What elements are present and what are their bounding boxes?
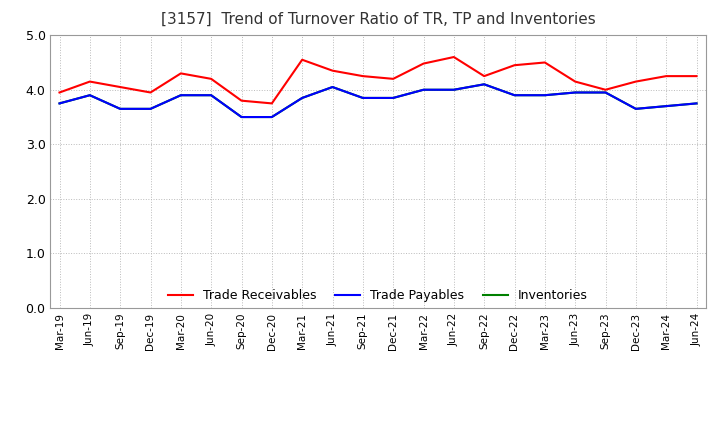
Line: Trade Receivables: Trade Receivables — [60, 57, 696, 103]
Trade Payables — [237, 114, 246, 120]
Trade Receivables — [116, 84, 125, 90]
Inventories — [237, 114, 246, 120]
Inventories — [116, 106, 125, 111]
Trade Receivables — [510, 62, 519, 68]
Inventories — [359, 95, 367, 101]
Trade Payables — [480, 82, 488, 87]
Trade Receivables — [662, 73, 670, 79]
Trade Payables — [86, 92, 94, 98]
Trade Receivables — [449, 55, 458, 60]
Inventories — [268, 114, 276, 120]
Inventories — [419, 87, 428, 92]
Inventories — [571, 90, 580, 95]
Inventories — [631, 106, 640, 111]
Inventories — [207, 92, 215, 98]
Inventories — [55, 101, 64, 106]
Trade Receivables — [268, 101, 276, 106]
Trade Receivables — [55, 90, 64, 95]
Trade Receivables — [419, 61, 428, 66]
Trade Payables — [419, 87, 428, 92]
Line: Trade Payables: Trade Payables — [60, 84, 696, 117]
Trade Payables — [268, 114, 276, 120]
Trade Payables — [55, 101, 64, 106]
Trade Payables — [571, 90, 580, 95]
Inventories — [601, 90, 610, 95]
Inventories — [541, 92, 549, 98]
Inventories — [510, 92, 519, 98]
Trade Receivables — [389, 76, 397, 81]
Trade Receivables — [298, 57, 307, 62]
Trade Receivables — [328, 68, 337, 73]
Inventories — [146, 106, 155, 111]
Trade Payables — [662, 103, 670, 109]
Line: Inventories: Inventories — [60, 84, 696, 117]
Title: [3157]  Trend of Turnover Ratio of TR, TP and Inventories: [3157] Trend of Turnover Ratio of TR, TP… — [161, 12, 595, 27]
Trade Receivables — [692, 73, 701, 79]
Trade Receivables — [571, 79, 580, 84]
Inventories — [298, 95, 307, 101]
Trade Payables — [510, 92, 519, 98]
Inventories — [662, 103, 670, 109]
Trade Payables — [541, 92, 549, 98]
Inventories — [86, 92, 94, 98]
Trade Payables — [176, 92, 185, 98]
Trade Payables — [328, 84, 337, 90]
Inventories — [449, 87, 458, 92]
Trade Payables — [207, 92, 215, 98]
Trade Receivables — [176, 71, 185, 76]
Legend: Trade Receivables, Trade Payables, Inventories: Trade Receivables, Trade Payables, Inven… — [163, 284, 593, 307]
Trade Receivables — [237, 98, 246, 103]
Trade Payables — [631, 106, 640, 111]
Trade Receivables — [480, 73, 488, 79]
Trade Receivables — [359, 73, 367, 79]
Trade Payables — [359, 95, 367, 101]
Trade Payables — [449, 87, 458, 92]
Trade Payables — [116, 106, 125, 111]
Trade Receivables — [207, 76, 215, 81]
Trade Receivables — [631, 79, 640, 84]
Trade Payables — [601, 90, 610, 95]
Trade Payables — [298, 95, 307, 101]
Inventories — [480, 82, 488, 87]
Trade Receivables — [146, 90, 155, 95]
Trade Receivables — [601, 87, 610, 92]
Trade Receivables — [86, 79, 94, 84]
Trade Payables — [389, 95, 397, 101]
Trade Receivables — [541, 60, 549, 65]
Trade Payables — [692, 101, 701, 106]
Trade Payables — [146, 106, 155, 111]
Inventories — [692, 101, 701, 106]
Inventories — [328, 84, 337, 90]
Inventories — [389, 95, 397, 101]
Inventories — [176, 92, 185, 98]
